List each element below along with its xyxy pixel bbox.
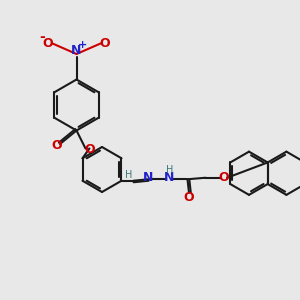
Text: O: O [51, 139, 62, 152]
Text: H: H [166, 165, 173, 175]
Text: O: O [100, 37, 110, 50]
Text: N: N [164, 171, 175, 184]
Text: O: O [43, 37, 53, 50]
Text: O: O [219, 171, 230, 184]
Text: O: O [85, 143, 95, 157]
Text: -: - [39, 30, 45, 44]
Text: H: H [125, 170, 132, 180]
Text: N: N [71, 44, 82, 57]
Text: +: + [78, 40, 87, 50]
Text: O: O [184, 191, 194, 204]
Text: N: N [142, 171, 153, 184]
